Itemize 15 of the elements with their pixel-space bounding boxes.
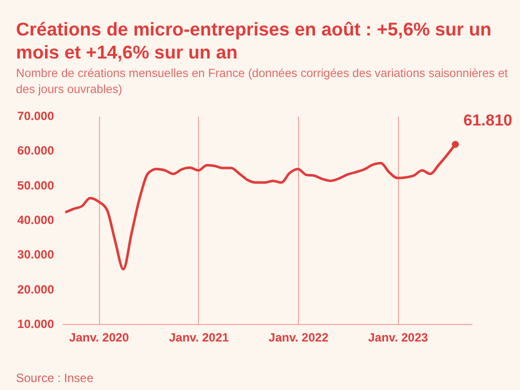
y-tick-label: 40.000 bbox=[17, 213, 54, 227]
source-note: Source : Insee bbox=[16, 371, 94, 385]
annotation: 61.810 bbox=[463, 112, 512, 130]
y-tick-label: 20.000 bbox=[17, 282, 54, 296]
y-tick-label: 30.000 bbox=[17, 248, 54, 262]
y-tick-label: 10.000 bbox=[17, 317, 54, 331]
chart-title: Créations de micro-entreprises en août : +5,6% sur un mois et +14,6% sur un an bbox=[16, 18, 492, 63]
x-tick-label: Janv. 2020 bbox=[69, 330, 130, 344]
x-tick-label: Janv. 2023 bbox=[368, 330, 428, 344]
y-tick-label: 50.000 bbox=[17, 178, 54, 192]
chart-subtitle: Nombre de créations mensuelles en France (données corrigées des variations saisonnières et des jours ouvrables) bbox=[16, 66, 509, 96]
x-tick-label: Janv. 2022 bbox=[268, 330, 329, 344]
y-tick-label: 60.000 bbox=[17, 144, 54, 158]
x-tick-label: Janv. 2021 bbox=[168, 330, 230, 344]
y-tick-label: 70.000 bbox=[17, 109, 54, 123]
